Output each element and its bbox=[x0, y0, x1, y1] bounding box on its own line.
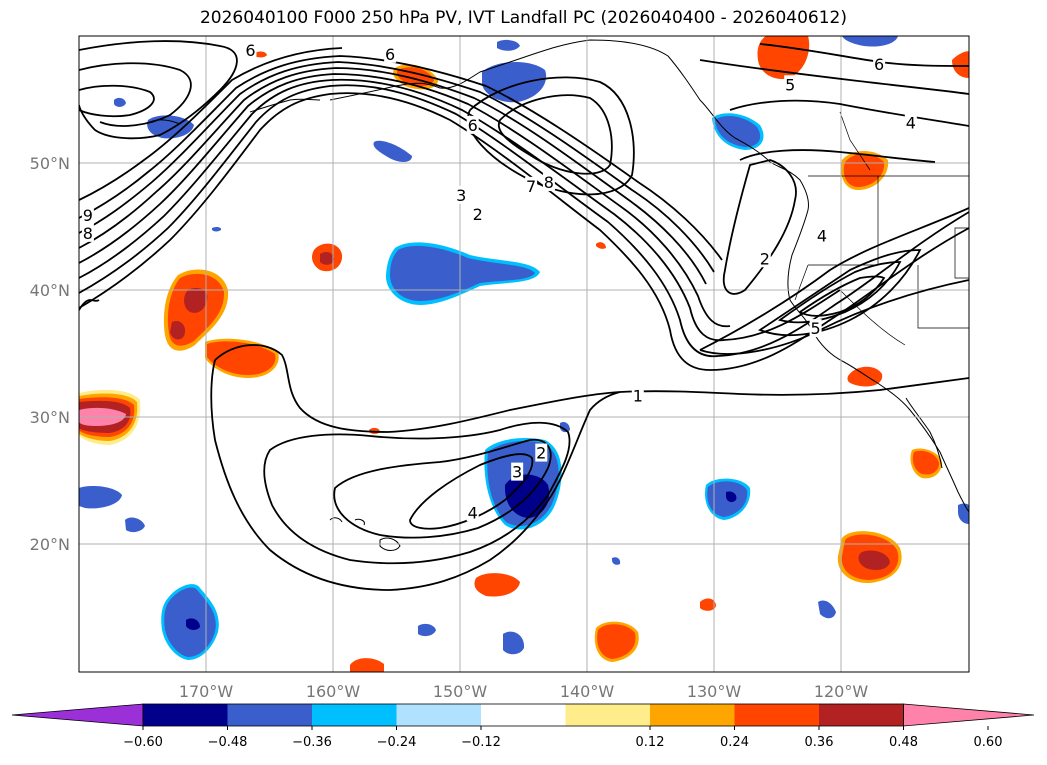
contour-label-bg bbox=[466, 115, 479, 134]
contour-label-bg bbox=[631, 386, 644, 405]
colorbar-tick-label: 0.36 bbox=[805, 735, 834, 750]
colorbar-segment bbox=[481, 704, 566, 726]
colorbar-tick-label: 0.60 bbox=[974, 735, 1003, 750]
contour-label-bg bbox=[384, 44, 397, 63]
contour-label: 7 bbox=[526, 177, 536, 196]
contour-label-bg bbox=[784, 75, 797, 94]
contour-label-bg bbox=[511, 462, 524, 481]
contour-label: 3 bbox=[512, 463, 522, 482]
contour-label-bg bbox=[535, 443, 548, 462]
colorbar-tick-label: 0.48 bbox=[889, 735, 918, 750]
colorbar-segment bbox=[143, 704, 228, 726]
lat-label-50n: 50°N bbox=[30, 154, 70, 173]
colorbar-frame bbox=[142, 703, 904, 727]
lon-label-160w: 160°W bbox=[306, 682, 361, 701]
contour-label-bg bbox=[809, 319, 822, 338]
contour-label: 5 bbox=[785, 75, 795, 94]
contour-4-ne bbox=[729, 99, 969, 127]
lon-label-120w: 120°W bbox=[814, 682, 869, 701]
lat-label-40n: 40°N bbox=[30, 281, 70, 300]
contour-label: 6 bbox=[874, 55, 884, 74]
contour-2-coast bbox=[722, 159, 797, 295]
colorbar-segment bbox=[312, 704, 397, 726]
colorbar-segment bbox=[734, 704, 820, 726]
contour-label-bg bbox=[873, 54, 886, 73]
lat-label-20n: 20°N bbox=[30, 535, 70, 554]
colorbar-extend-min bbox=[11, 703, 144, 727]
contour-label-bg bbox=[471, 204, 484, 223]
contour-label: 2 bbox=[760, 249, 770, 268]
colorbar-segment bbox=[565, 704, 651, 726]
colorbar-tick-label: 0.24 bbox=[720, 735, 749, 750]
contour-north-6 bbox=[79, 40, 238, 140]
contour-label: 8 bbox=[544, 173, 554, 192]
contour-label: 2 bbox=[536, 444, 546, 463]
contour-label: 4 bbox=[817, 226, 827, 245]
map-frame bbox=[78, 35, 970, 673]
lon-label-170w: 170°W bbox=[179, 682, 234, 701]
contour-gulf-alaska bbox=[497, 94, 613, 175]
lon-label-150w: 150°W bbox=[433, 682, 488, 701]
contour-label-bg bbox=[244, 40, 257, 59]
colorbar-tick-label: −0.60 bbox=[123, 735, 163, 750]
contour-4-south bbox=[409, 453, 534, 530]
north-america-west-coast bbox=[787, 209, 969, 513]
colorbar-extend-max bbox=[903, 703, 1035, 727]
contour-5 bbox=[699, 59, 969, 95]
contour-label-bg bbox=[542, 173, 555, 192]
hawaii-islands bbox=[329, 517, 401, 551]
contour-2-south bbox=[263, 421, 571, 565]
colorbar-segment bbox=[650, 704, 735, 726]
contour-landfall-5 bbox=[798, 275, 886, 317]
contour-jet-outer-2 bbox=[79, 84, 969, 358]
colorbar-segment bbox=[396, 704, 482, 726]
contour-label: 6 bbox=[468, 116, 478, 135]
colorbar-tick-label: 0.12 bbox=[636, 735, 665, 750]
map-title: 2026040100 F000 250 hPa PV, IVT Landfall… bbox=[199, 8, 847, 28]
lon-label-140w: 140°W bbox=[560, 682, 615, 701]
contour-label-bg bbox=[81, 223, 94, 242]
contour-label: 8 bbox=[83, 224, 93, 243]
contour-label-bg bbox=[455, 185, 468, 204]
contour-label: 4 bbox=[906, 113, 916, 132]
contour-label-bg bbox=[81, 206, 94, 225]
contour-landfall-3 bbox=[758, 249, 922, 337]
coastlines bbox=[149, 39, 969, 551]
contour-label-bg bbox=[904, 113, 917, 132]
ivt-contours bbox=[79, 40, 969, 591]
colorbar-segment bbox=[227, 704, 313, 726]
contour-label: 4 bbox=[468, 503, 478, 522]
colorbar-tick-label: −0.36 bbox=[292, 735, 332, 750]
contour-label: 9 bbox=[83, 206, 93, 225]
contour-label-bg bbox=[815, 226, 828, 245]
longitude-labels: 170°W 160°W 150°W 140°W 130°W 120°W bbox=[179, 682, 869, 701]
contour-label: 6 bbox=[245, 41, 255, 60]
colorbar-tick-label: −0.24 bbox=[377, 735, 417, 750]
contour-1-south bbox=[210, 344, 969, 591]
latitude-labels: 50°N 40°N 30°N 20°N bbox=[30, 154, 70, 554]
contour-3-south bbox=[333, 438, 552, 539]
contour-label: 5 bbox=[811, 319, 821, 338]
contour-label-bg bbox=[466, 503, 479, 522]
contour-label-bg bbox=[758, 249, 771, 268]
contour-label: 1 bbox=[633, 386, 643, 405]
colorbar-tick-label: −0.48 bbox=[208, 735, 248, 750]
contour-label: 3 bbox=[456, 186, 466, 205]
lon-label-130w: 130°W bbox=[687, 682, 742, 701]
colorbar: −0.60 −0.48 −0.36 −0.24 −0.12 0.12 0.24 0.36 0.4… bbox=[11, 703, 1035, 750]
lat-label-30n: 30°N bbox=[30, 408, 70, 427]
contour-label-bg bbox=[525, 176, 538, 195]
colorbar-segment bbox=[819, 704, 904, 726]
contour-label: 6 bbox=[385, 45, 395, 64]
colorbar-tick-label: −0.12 bbox=[461, 735, 501, 750]
contour-label: 2 bbox=[473, 205, 483, 224]
alaska-coast bbox=[329, 39, 809, 211]
